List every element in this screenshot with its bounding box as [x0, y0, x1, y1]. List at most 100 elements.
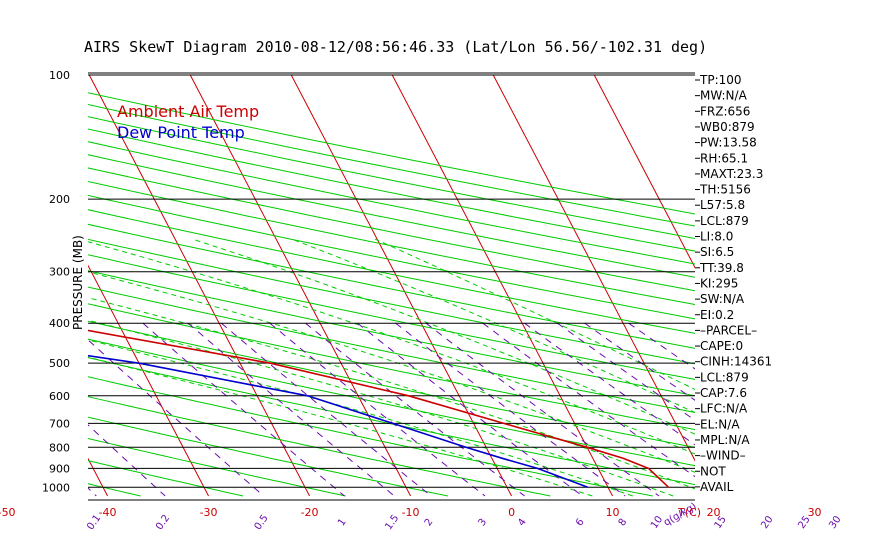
pressure-tick-label: 900 [49, 462, 70, 475]
pressure-tick-label: 400 [49, 317, 70, 330]
mixing-ratio-tick-label: 0.2 [154, 513, 172, 532]
dry-adiabat-line [88, 167, 695, 292]
pressure-tick-label: 100 [49, 69, 70, 82]
temp-tick-label-bottom: -40 [99, 506, 117, 519]
index-item: EI:0.2 [700, 308, 734, 322]
dry-adiabat-line [88, 357, 695, 486]
index-item: –PARCEL– [700, 323, 757, 337]
pressure-tick-label: 200 [49, 193, 70, 206]
series-layer [88, 329, 670, 489]
moist-adiabat-line [88, 271, 695, 473]
x-axis-label: T(C) [677, 506, 701, 519]
dry-adiabat-line [88, 194, 695, 320]
legend-ambient-air-temp: Ambient Air Temp [117, 102, 259, 121]
index-item: CAP:7.6 [700, 386, 747, 400]
legend-dew-point-temp: Dew Point Temp [117, 123, 245, 142]
index-item: L57:5.8 [700, 198, 745, 212]
pressure-tick-label: 800 [49, 441, 70, 454]
index-item: CINH:14361 [700, 355, 772, 369]
mixing-ratio-line [269, 322, 486, 497]
temp-tick-label-bottom: -20 [301, 506, 319, 519]
temp-tick-label-bottom: 0 [508, 506, 515, 519]
temp-tick-label-bottom: 30 [808, 506, 822, 519]
pressure-tick-label: 600 [49, 390, 70, 403]
pressure-tick-label: 300 [49, 266, 70, 279]
index-item: AVAIL [700, 480, 734, 494]
temp-tick-label-bottom: -30 [200, 506, 218, 519]
dry-adiabat-line [88, 209, 695, 334]
moist-adiabat-line [88, 319, 674, 497]
index-item: LCL:879 [700, 370, 749, 384]
index-item: TP:100 [699, 73, 742, 87]
mixing-ratio-line [88, 424, 166, 497]
moist-adiabat-line [374, 238, 695, 390]
chart-title: AIRS SkewT Diagram 2010-08-12/08:56:46.3… [84, 38, 707, 56]
isotherm-line [88, 457, 109, 497]
dry-adiabat-line [88, 238, 695, 365]
mixing-ratio-line [142, 322, 345, 497]
dry-adiabat-line [88, 416, 449, 497]
isotherm-line [0, 75, 7, 496]
moist-adiabat-line [88, 356, 593, 497]
y-axis-label: PRESSURE (MB) [71, 235, 85, 330]
isotherm-line [796, 75, 870, 496]
mixing-ratio-tick-label: 10 [649, 514, 665, 531]
temp-tick-label-bottom: -50 [0, 506, 16, 519]
mixing-ratio-line [357, 322, 583, 497]
dry-adiabat-line [88, 141, 695, 265]
mixing-ratio-line [524, 322, 695, 446]
mixing-ratio-line [88, 339, 265, 497]
temp-tick-label-bottom: 20 [707, 506, 721, 519]
grid-layer [0, 74, 870, 497]
mixing-ratio-line [482, 322, 695, 478]
mixing-ratio-tick-label: 2 [423, 517, 436, 529]
dry-adiabat-line [88, 338, 695, 467]
dry-adiabat-line [88, 270, 695, 397]
dry-adiabat-line [88, 286, 695, 413]
pressure-tick-label: 700 [49, 417, 70, 430]
index-item: PW:13.58 [700, 136, 757, 150]
index-item: SW:N/A [700, 292, 745, 306]
dewpoint-profile-line [88, 354, 589, 489]
mixing-ratio-line [305, 322, 525, 497]
moist-adiabat-line [88, 297, 695, 490]
moist-adiabat-line [88, 241, 695, 455]
mixing-ratio-tick-label: 4 [516, 517, 529, 529]
temperature-profile-line [88, 329, 670, 488]
mixing-ratio-line [221, 322, 432, 497]
moist-adiabat-line [291, 238, 695, 414]
dry-adiabat-line [88, 303, 695, 431]
mixing-ratio-tick-label: 20 [759, 514, 775, 531]
isotherm-line [593, 74, 695, 269]
dry-adiabat-line [88, 396, 551, 497]
index-item: MAXT:23.3 [700, 167, 763, 181]
mixing-ratio-tick-label: 1 [336, 517, 349, 529]
mixing-ratio-tick-label: 6 [574, 517, 587, 529]
dry-adiabat-line [88, 128, 695, 252]
mixing-ratio-tick-label: 1.5 [383, 513, 401, 532]
mixing-ratio-tick-label: 8 [617, 517, 630, 529]
index-item: FRZ:656 [700, 104, 750, 118]
mixing-ratio-line [395, 322, 626, 497]
pressure-tick-label: 1000 [42, 481, 70, 494]
mixing-ratio-tick-label: 3 [477, 517, 490, 529]
dry-adiabat-line [88, 460, 244, 497]
index-item: RH:65.1 [700, 151, 748, 165]
isotherm-line [88, 264, 210, 497]
isotherm-line [290, 74, 513, 497]
dry-adiabat-line [88, 154, 695, 278]
index-item: NOT [700, 464, 726, 478]
index-item: TH:5156 [699, 183, 751, 197]
index-item: EL:N/A [700, 417, 740, 431]
index-item: LFC:N/A [700, 402, 748, 416]
index-item: MW:N/A [700, 89, 748, 103]
mixing-ratio-tick-label: 0.5 [253, 513, 271, 532]
index-item: LCL:879 [700, 214, 749, 228]
temp-tick-label-bottom: 10 [606, 506, 620, 519]
dry-adiabat-line [88, 437, 346, 497]
index-item: MPL:N/A [700, 433, 750, 447]
index-item: KI:295 [700, 276, 738, 290]
index-item: LI:8.0 [700, 230, 733, 244]
